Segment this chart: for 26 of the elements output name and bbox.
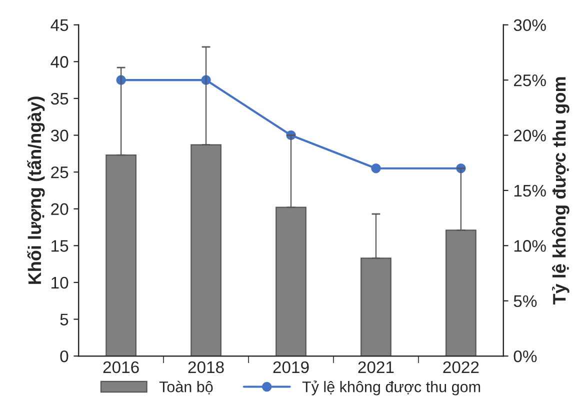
y-tick-label: 35 (50, 92, 68, 105)
y2-tick-label: 10% (514, 240, 546, 252)
y2-axis-title: Tỷ lệ không được thu gom (552, 77, 570, 304)
x-tick-label: 2021 (358, 361, 394, 374)
legend-label: Toàn bộ (159, 380, 213, 394)
y-tick-label: 45 (50, 19, 68, 32)
y-tick-label: 40 (50, 56, 68, 68)
y2-tick-label: 15% (514, 184, 546, 197)
y-tick-label: 5 (60, 314, 68, 326)
y2-tick-label: 0% (514, 350, 537, 362)
y-tick-label: 15 (52, 240, 68, 252)
legend-label: Tỷ lệ không được thu gom (302, 380, 480, 396)
x-tick-label: 2016 (103, 361, 139, 374)
y2-tick-label: 20% (514, 130, 546, 142)
y-tick-label: 30 (50, 130, 68, 142)
y-tick-label: 20 (51, 203, 68, 216)
x-tick-label: 2022 (443, 361, 479, 374)
y-tick-label: 10 (52, 276, 68, 289)
y-tick-label: 0 (60, 350, 68, 362)
x-tick-label: 2018 (188, 361, 224, 374)
y-axis-title: Khối lượng (tấn/ngày) (27, 96, 45, 284)
y-tick-label: 25 (51, 166, 68, 178)
y2-tick-label: 30% (514, 19, 546, 32)
y2-tick-label: 5% (514, 295, 537, 308)
y2-tick-label: 25% (514, 74, 546, 86)
x-tick-label: 2019 (273, 361, 309, 374)
